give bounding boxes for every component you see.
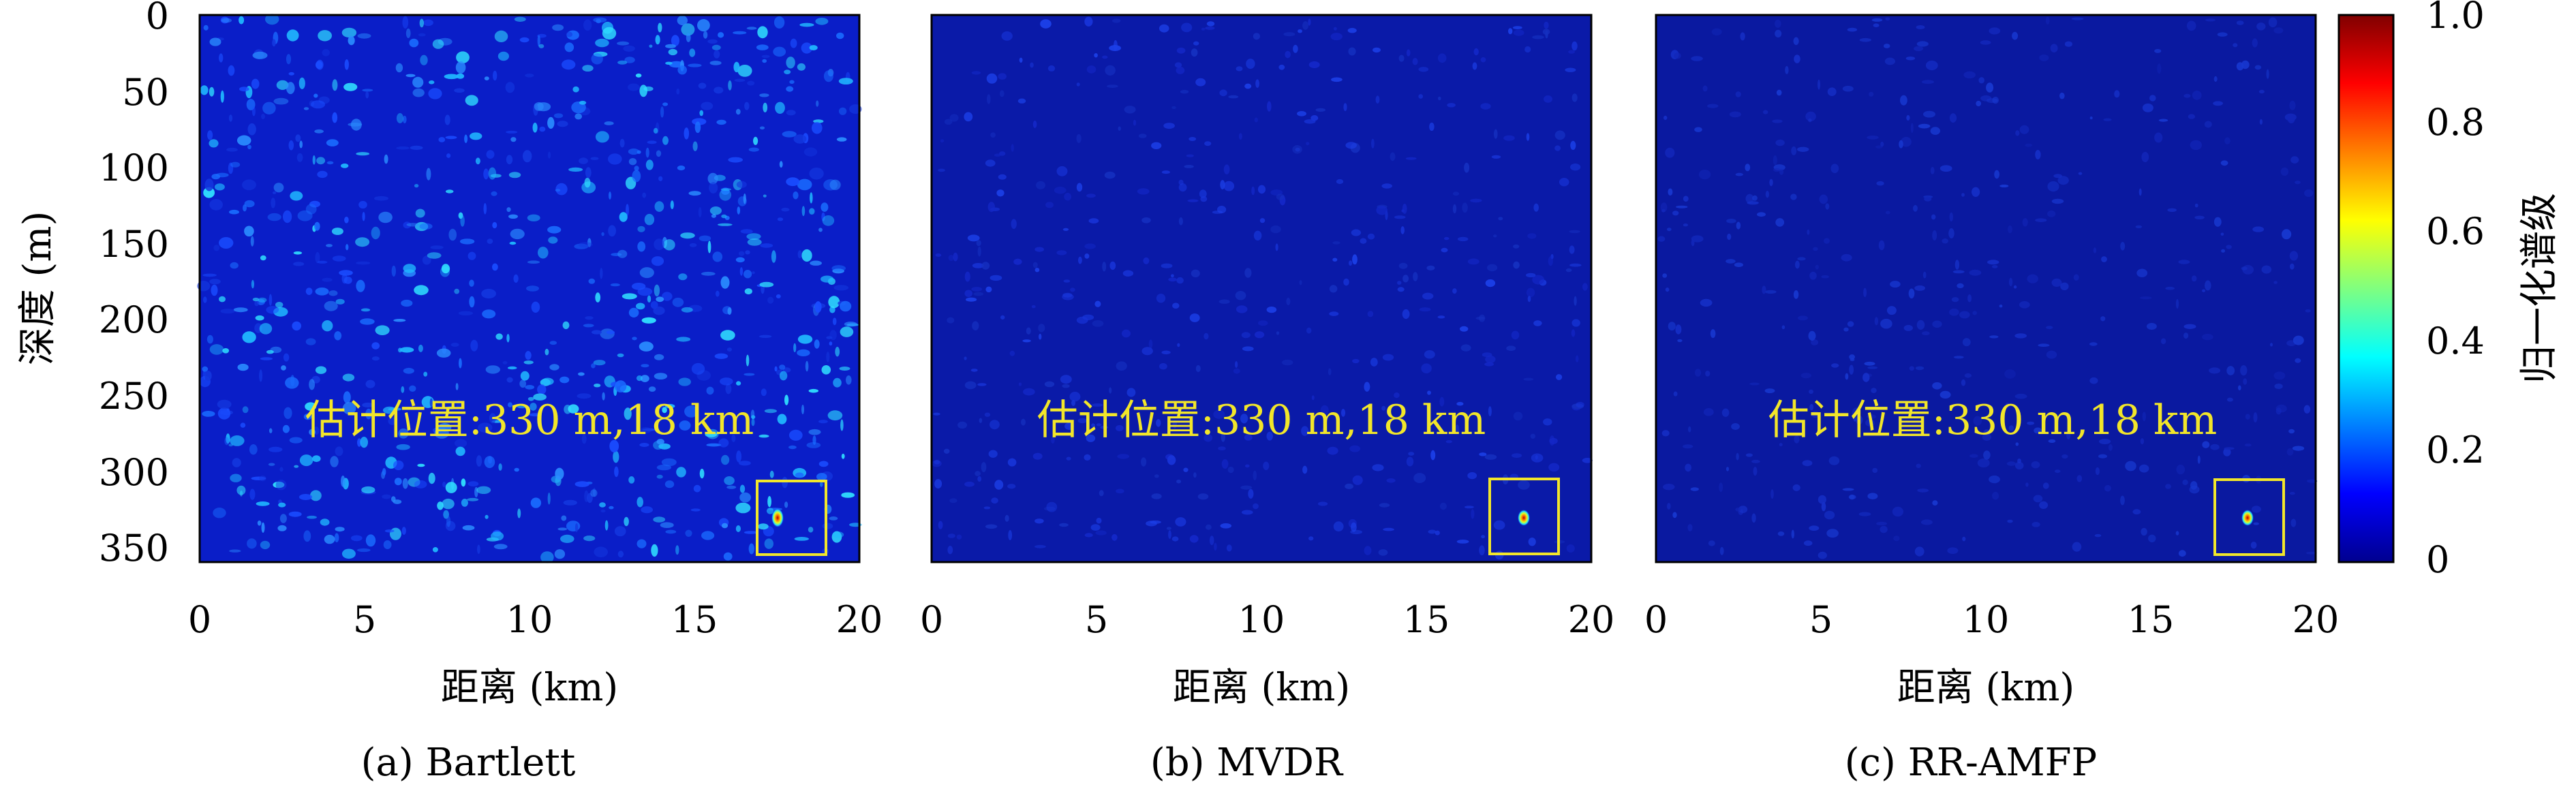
- y-tick-label: 350: [99, 527, 169, 570]
- panel-a-speckle: [197, 14, 862, 563]
- panel-b-speckle: [932, 16, 1593, 560]
- panel-a-target-box: [756, 480, 827, 556]
- panel-c: 估计位置:330 m,18 km (c) RR-AMFP 距离 (km) 0 5…: [1644, 14, 2340, 785]
- panel-c-speckle: [1657, 16, 2318, 559]
- x-tick-label: 10: [1963, 598, 2010, 641]
- panel-a: 估计位置:330 m,18 km (a) Bartlett 距离 (km) 深度…: [16, 0, 883, 785]
- x-tick-label: 15: [1403, 598, 1450, 641]
- y-tick-label: 200: [99, 298, 169, 341]
- x-tick-label: 15: [671, 598, 718, 641]
- colorbar-tick-label: 0: [2426, 538, 2449, 581]
- panel-c-x-ticks: 0 5 10 15 20: [1644, 598, 2340, 641]
- colorbar-tick-label: 1.0: [2426, 0, 2485, 37]
- x-tick-label: 0: [920, 598, 943, 641]
- panel-b-caption: (b) MVDR: [1150, 741, 1344, 785]
- y-tick-label: 250: [99, 375, 169, 418]
- panel-b-frame: [930, 14, 1593, 563]
- x-tick-label: 10: [1238, 598, 1285, 641]
- colorbar-tick-label: 0.4: [2426, 320, 2485, 362]
- panel-a-xlabel: 距离 (km): [441, 666, 619, 710]
- y-tick-label: 50: [122, 71, 169, 114]
- panel-a-caption: (a) Bartlett: [361, 741, 576, 785]
- y-tick-label: 300: [99, 451, 169, 494]
- x-tick-label: 10: [506, 598, 553, 641]
- x-tick-label: 20: [836, 598, 883, 641]
- panel-c-caption: (c) RR-AMFP: [1845, 741, 2097, 785]
- panel-b-xlabel: 距离 (km): [1173, 666, 1351, 710]
- panel-a-x-ticks: 0 5 10 15 20: [188, 598, 883, 641]
- x-tick-label: 5: [1085, 598, 1108, 641]
- panel-c-target-box: [2213, 478, 2285, 556]
- panel-c-peak-marker: [2241, 510, 2254, 526]
- panel-b-x-ticks: 0 5 10 15 20: [920, 598, 1615, 641]
- colorbar-tick-label: 0.8: [2426, 101, 2485, 144]
- x-tick-label: 5: [1809, 598, 1833, 641]
- panel-b-annotation: 估计位置:330 m,18 km: [1037, 397, 1486, 444]
- panel-b-background: [932, 15, 1591, 562]
- panel-a-ylabel: 深度 (m): [16, 211, 60, 366]
- panel-a-peak-marker: [771, 508, 784, 527]
- colorbar-tick-label: 0.2: [2426, 429, 2485, 471]
- x-tick-label: 0: [188, 598, 211, 641]
- colorbar-label: 归一化谱级: [2517, 193, 2562, 384]
- y-tick-label: 0: [146, 0, 169, 37]
- y-tick-label: 100: [99, 146, 169, 189]
- colorbar: 0 0.2 0.4 0.6 0.8 1.0 归一化谱级: [2337, 0, 2562, 581]
- panel-a-y-ticks: 0 50 100 150 200 250 300 350: [99, 0, 169, 570]
- panel-b-peak-marker: [1518, 510, 1530, 526]
- panel-c-xlabel: 距离 (km): [1897, 666, 2075, 710]
- panel-b-target-box: [1488, 478, 1560, 555]
- panel-a-annotation: 估计位置:330 m,18 km: [305, 397, 754, 444]
- panel-c-annotation: 估计位置:330 m,18 km: [1768, 397, 2217, 444]
- x-tick-label: 15: [2128, 598, 2175, 641]
- colorbar-tick-label: 0.6: [2426, 210, 2485, 253]
- x-tick-label: 20: [1568, 598, 1615, 641]
- panel-c-frame: [1655, 14, 2317, 563]
- panel-b: 估计位置:330 m,18 km (b) MVDR 距离 (km) 0 5 10…: [920, 14, 1615, 785]
- panel-a-frame: [198, 14, 861, 563]
- x-tick-label: 20: [2293, 598, 2340, 641]
- y-tick-label: 150: [99, 223, 169, 266]
- colorbar-gradient: [2337, 14, 2395, 563]
- x-tick-label: 0: [1644, 598, 1668, 641]
- x-tick-label: 5: [353, 598, 376, 641]
